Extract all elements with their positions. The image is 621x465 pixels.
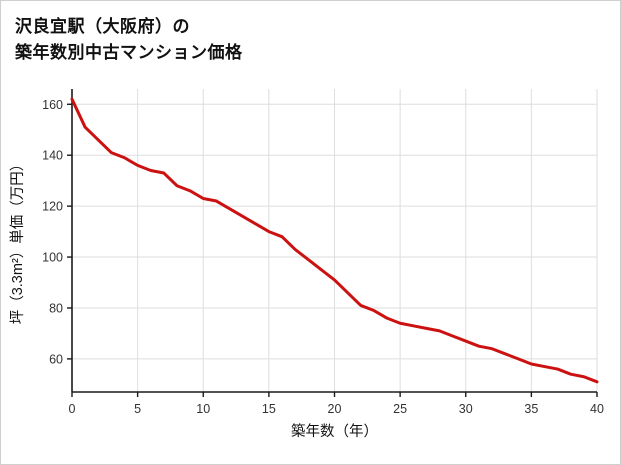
x-tick-label: 15 (262, 402, 276, 416)
x-tick-label: 35 (524, 402, 538, 416)
y-tick-label: 160 (42, 98, 63, 112)
y-tick-label: 120 (42, 200, 63, 214)
y-tick-label: 100 (42, 251, 63, 265)
chart-title-line-2: 築年数別中古マンション価格 (15, 42, 243, 62)
y-axis-label: 坪（3.3m²）単価（万円） (9, 157, 26, 325)
price-line-chart: 0 5 10 15 20 25 30 35 40 60 80 100 120 140 160 築年数（年） 坪（… (9, 89, 604, 440)
x-tick-label: 25 (393, 402, 407, 416)
x-axis-label: 築年数（年） (291, 422, 378, 440)
x-tick-label: 30 (459, 402, 473, 416)
x-tick-label: 10 (196, 402, 210, 416)
y-tick-label: 60 (49, 352, 63, 366)
x-tick-label: 20 (328, 402, 342, 416)
x-tick-label: 40 (590, 402, 604, 416)
price-data-line (70, 97, 599, 384)
x-tick-label: 0 (69, 402, 76, 416)
chart-title: 沢良宜駅（大阪府）の 築年数別中古マンション価格 (1, 1, 620, 79)
y-tick-label: 80 (49, 301, 63, 315)
x-tick-label: 5 (134, 402, 141, 416)
y-tick-label: 140 (42, 149, 63, 163)
chart-title-line-1: 沢良宜駅（大阪府）の (15, 17, 190, 36)
